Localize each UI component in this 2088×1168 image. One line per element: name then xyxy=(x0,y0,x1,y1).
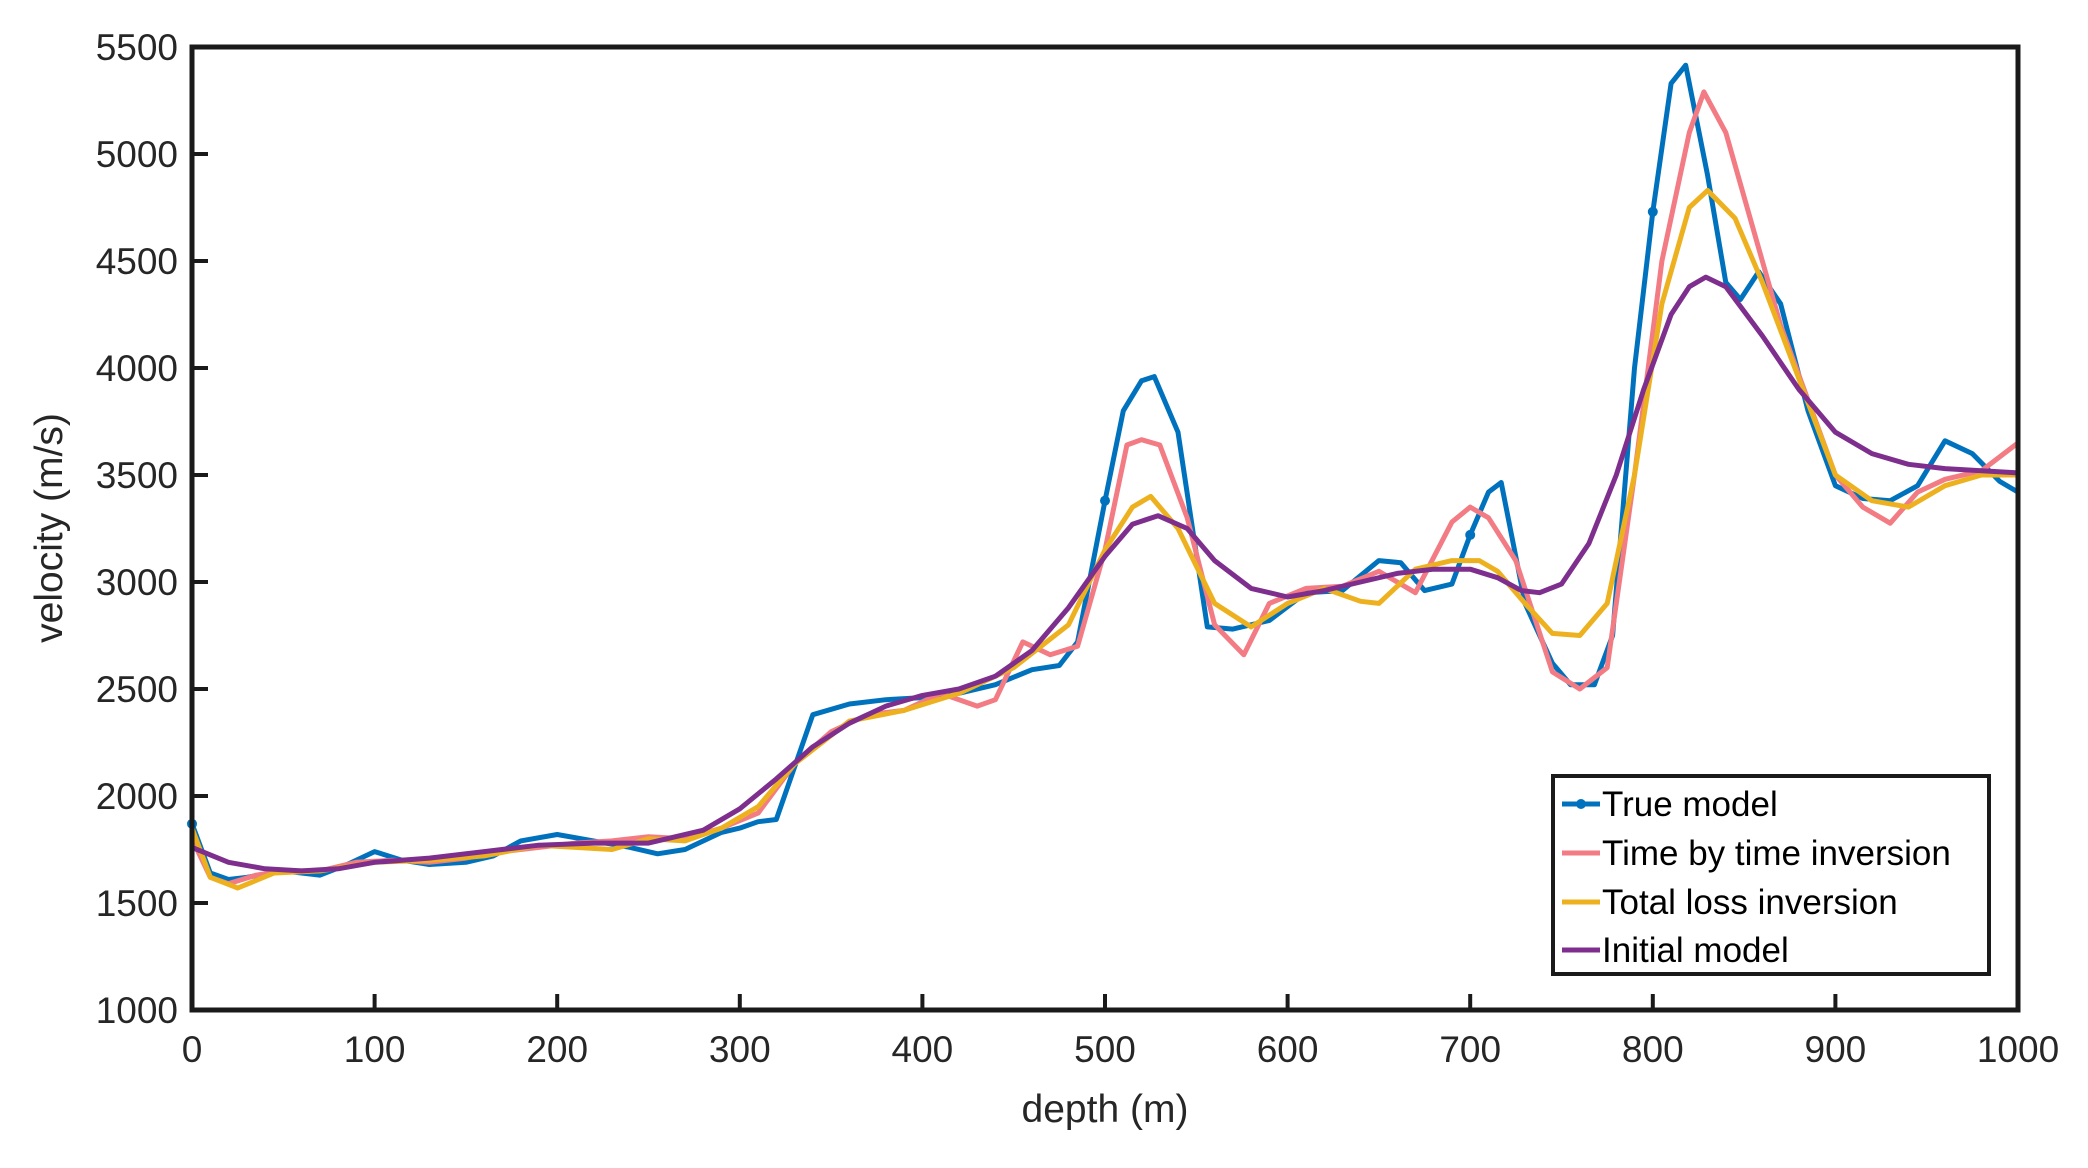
legend: True model Time by time inversion Total … xyxy=(1551,774,1991,976)
series-time-by-time-inversion xyxy=(189,89,2021,887)
x-tick-label: 300 xyxy=(709,1029,771,1070)
data-marker-dot-icon xyxy=(1465,529,1476,540)
legend-label-initial-model: Initial model xyxy=(1602,931,1789,970)
x-tick-label: 1000 xyxy=(1977,1029,2059,1070)
x-tick-label: 800 xyxy=(1622,1029,1684,1070)
x-tick-label: 900 xyxy=(1805,1029,1867,1070)
y-tick-label: 4500 xyxy=(96,241,178,282)
series-initial-model xyxy=(189,274,2021,874)
legend-marker-dot-icon xyxy=(1576,799,1586,809)
x-tick-label: 200 xyxy=(526,1029,588,1070)
y-tick-label: 3500 xyxy=(96,455,178,496)
y-tick-label: 5000 xyxy=(96,134,178,175)
legend-label-true-model: True model xyxy=(1602,785,1778,824)
x-tick-label: 700 xyxy=(1439,1029,1501,1070)
legend-item-total-loss: Total loss inversion xyxy=(1562,883,1898,922)
legend-item-initial-model: Initial model xyxy=(1562,931,1789,970)
x-axis: 0 100 200 300 400 500 600 700 800 900 1000 xyxy=(182,994,2059,1070)
legend-item-time-by-time: Time by time inversion xyxy=(1562,834,1951,873)
x-tick-label: 100 xyxy=(344,1029,406,1070)
y-axis: 1000 1500 2000 2500 3000 3500 4000 4500 5000 5500 xyxy=(96,27,208,1031)
y-tick-label: 1000 xyxy=(96,990,178,1031)
legend-box xyxy=(1551,774,1991,976)
legend-label-total-loss: Total loss inversion xyxy=(1602,883,1898,922)
y-tick-label: 2500 xyxy=(96,669,178,710)
x-tick-label: 600 xyxy=(1257,1029,1319,1070)
series-true-model xyxy=(189,62,2021,882)
y-axis-title: velocity (m/s) xyxy=(28,413,71,643)
y-tick-label: 1500 xyxy=(96,883,178,924)
x-tick-label: 0 xyxy=(182,1029,203,1070)
x-axis-title: depth (m) xyxy=(1022,1088,1189,1131)
series-layer xyxy=(187,62,2021,891)
x-tick-label: 500 xyxy=(1074,1029,1136,1070)
y-tick-label: 4000 xyxy=(96,348,178,389)
y-tick-label: 2000 xyxy=(96,776,178,817)
y-tick-label: 3000 xyxy=(96,562,178,603)
y-tick-label: 5500 xyxy=(96,27,178,68)
legend-label-time-by-time: Time by time inversion xyxy=(1602,834,1951,873)
data-marker-dot-icon xyxy=(1100,495,1110,506)
data-marker-dot-icon xyxy=(1647,206,1658,217)
x-tick-label: 400 xyxy=(892,1029,954,1070)
legend-item-true-model: True model xyxy=(1562,785,1778,824)
